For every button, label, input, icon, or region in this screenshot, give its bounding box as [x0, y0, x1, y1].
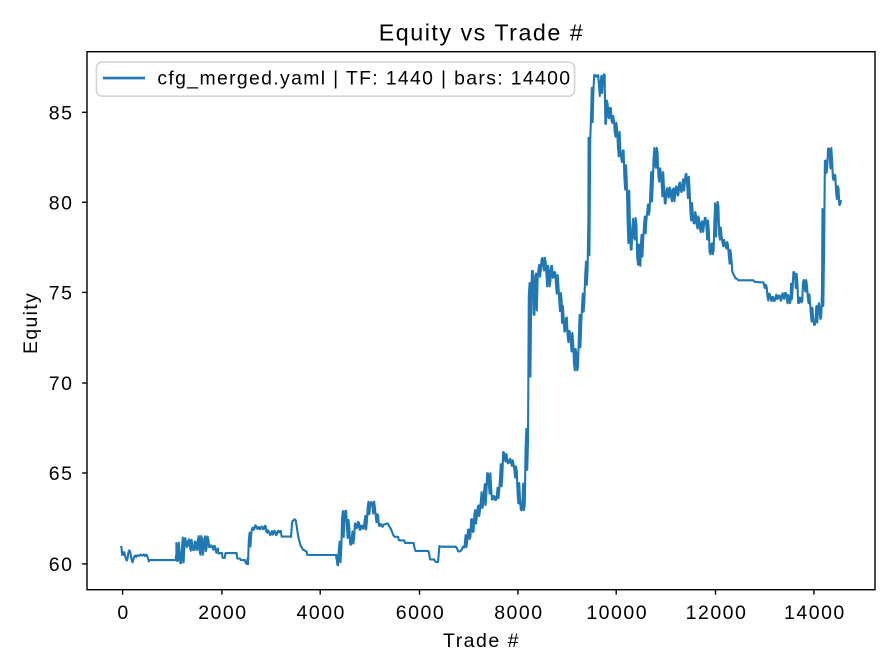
- svg-text:8000: 8000: [494, 602, 543, 624]
- svg-text:14000: 14000: [784, 602, 846, 624]
- svg-text:cfg_merged.yaml | TF: 1440 | b: cfg_merged.yaml | TF: 1440 | bars: 14400: [157, 68, 571, 90]
- svg-text:4000: 4000: [297, 602, 346, 624]
- svg-text:0: 0: [117, 602, 129, 624]
- svg-text:Equity: Equity: [20, 292, 42, 354]
- svg-text:60: 60: [49, 554, 74, 576]
- svg-text:Equity vs Trade #: Equity vs Trade #: [379, 19, 585, 45]
- svg-text:Trade #: Trade #: [443, 630, 520, 652]
- svg-text:6000: 6000: [396, 602, 445, 624]
- svg-text:10000: 10000: [586, 602, 648, 624]
- svg-text:2000: 2000: [198, 602, 247, 624]
- svg-text:12000: 12000: [686, 602, 748, 624]
- svg-text:85: 85: [49, 102, 74, 124]
- svg-text:80: 80: [49, 192, 74, 214]
- svg-text:70: 70: [49, 373, 74, 395]
- svg-text:75: 75: [49, 282, 74, 304]
- svg-text:65: 65: [49, 463, 74, 485]
